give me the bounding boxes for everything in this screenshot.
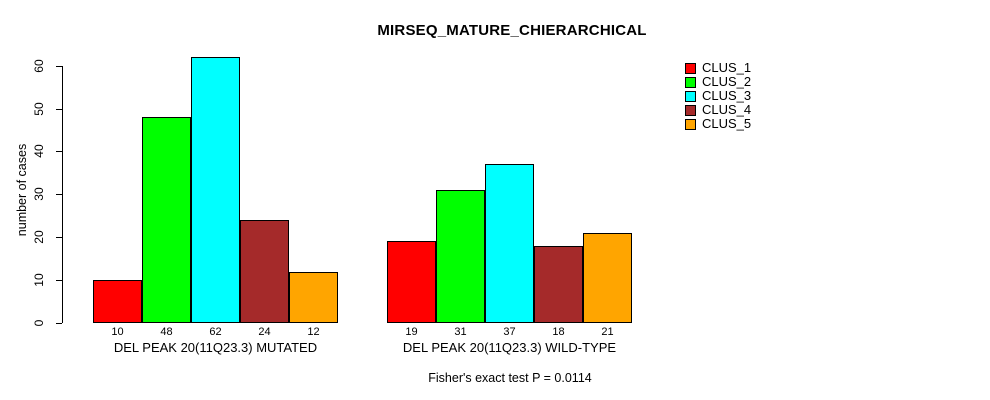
y-tick-label-40: 40 [32,144,46,159]
legend-label-clus-4: CLUS_4 [702,102,752,117]
legend-swatch-clus-3 [685,90,696,102]
y-tick-label-20: 20 [32,230,46,244]
bar-value-clus-1-del-peak-20-11q23-3-mutated: 10 [111,326,124,338]
bar-clus-3-del-peak-20-11q23-3-wild-type [485,164,534,323]
y-tick-40 [56,151,62,153]
bar-clus-3-del-peak-20-11q23-3-mutated [191,57,240,323]
bar-clus-5-del-peak-20-11q23-3-mutated [289,272,338,323]
y-tick-label-30: 30 [32,187,46,201]
legend-label-clus-3: CLUS_3 [702,88,752,103]
legend-swatch-clus-5 [685,118,696,130]
bar-value-clus-2-del-peak-20-11q23-3-wild-type: 31 [454,326,467,338]
bar-value-clus-3-del-peak-20-11q23-3-mutated: 62 [209,326,222,338]
legend-item-clus-1: CLUS_1 [685,61,751,75]
y-tick-label-60: 60 [32,58,46,73]
legend-swatch-clus-4 [685,104,696,116]
bar-value-clus-5-del-peak-20-11q23-3-wild-type: 21 [601,326,614,338]
bar-clus-5-del-peak-20-11q23-3-wild-type [583,233,632,323]
x-axis-category-label-1: DEL PEAK 20(11Q23.3) WILD-TYPE [402,340,617,355]
y-tick-50 [56,108,62,110]
bar-clus-4-del-peak-20-11q23-3-mutated [240,220,289,323]
bar-clus-1-del-peak-20-11q23-3-mutated [93,280,142,323]
bar-value-clus-4-del-peak-20-11q23-3-wild-type: 18 [552,326,565,338]
legend-item-clus-4: CLUS_4 [685,103,751,117]
bar-value-clus-2-del-peak-20-11q23-3-mutated: 48 [160,326,173,338]
bar-value-clus-3-del-peak-20-11q23-3-wild-type: 37 [503,326,516,338]
bar-value-clus-4-del-peak-20-11q23-3-mutated: 24 [258,326,271,338]
fisher-test-annotation: Fisher's exact test P = 0.0114 [428,371,592,385]
y-tick-30 [56,194,62,196]
bar-clus-2-del-peak-20-11q23-3-wild-type [436,190,485,323]
legend-item-clus-3: CLUS_3 [685,89,751,103]
y-tick-60 [56,65,62,67]
y-tick-10 [56,280,62,282]
bar-clus-2-del-peak-20-11q23-3-mutated [142,117,191,323]
chart-title: MIRSEQ_MATURE_CHIERARCHICAL [377,22,647,39]
y-tick-0 [56,323,62,324]
legend-label-clus-5: CLUS_5 [702,116,752,131]
bar-value-clus-1-del-peak-20-11q23-3-wild-type: 19 [405,326,418,338]
legend-label-clus-1: CLUS_1 [702,60,752,75]
legend: CLUS_1 CLUS_2 CLUS_3 CLUS_4 CLUS_5 [685,61,751,131]
y-axis-line [62,65,63,323]
legend-item-clus-5: CLUS_5 [685,117,751,131]
legend-label-clus-2: CLUS_2 [702,74,752,89]
x-axis-category-label-0: DEL PEAK 20(11Q23.3) MUTATED [113,340,318,355]
legend-swatch-clus-2 [685,76,696,88]
bar-clus-4-del-peak-20-11q23-3-wild-type [534,246,583,323]
bar-clus-1-del-peak-20-11q23-3-wild-type [387,241,436,323]
bar-value-clus-5-del-peak-20-11q23-3-mutated: 12 [307,326,320,338]
legend-swatch-clus-1 [685,62,696,74]
legend-item-clus-2: CLUS_2 [685,75,751,89]
y-tick-label-0: 0 [32,319,46,327]
y-tick-20 [56,237,62,239]
y-tick-label-10: 10 [32,273,46,287]
y-tick-label-50: 50 [32,101,46,116]
